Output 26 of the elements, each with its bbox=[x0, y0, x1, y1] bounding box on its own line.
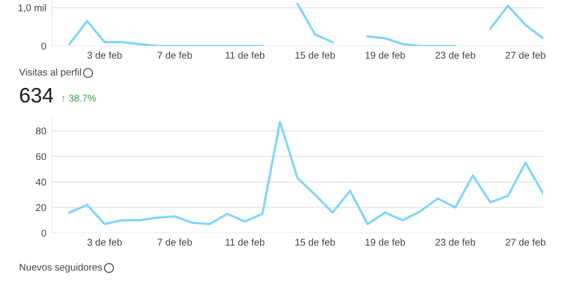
chart-subtitle: 634 bbox=[20, 88, 54, 103]
x-tick-label: 23 de feb bbox=[436, 52, 476, 59]
text: Nuevos seguidores bbox=[20, 263, 102, 273]
x-tick-label: 3 de feb bbox=[87, 52, 122, 59]
x-tick-label: 11 de feb bbox=[226, 52, 264, 59]
y-tick-label: 1,0 mil bbox=[18, 4, 46, 12]
x-tick-label: 19 de feb bbox=[366, 52, 406, 59]
y-tick-label: 60 bbox=[36, 153, 46, 160]
x-tick-label: 15 de feb bbox=[296, 52, 335, 59]
x-tick-label: 19 de feb bbox=[366, 238, 406, 246]
chart-title: Visitas al perfil bbox=[19, 68, 81, 78]
y-tick-label: 80 bbox=[36, 128, 46, 134]
x-tick-label: 11 de feb bbox=[226, 238, 264, 246]
x-tick-label: 7 de feb bbox=[158, 52, 192, 59]
x-tick-label: 23 de feb bbox=[436, 238, 476, 246]
y-tick-label: 20 bbox=[36, 204, 46, 212]
x-tick-label: 15 de feb bbox=[296, 238, 335, 246]
line-series bbox=[68, 120, 543, 226]
x-tick-label: 7 de feb bbox=[158, 238, 192, 246]
y-tick-label: 40 bbox=[36, 178, 46, 186]
y-tick-label: 0 bbox=[41, 42, 46, 50]
text: ↑ 38.7% bbox=[62, 94, 96, 102]
y-tick-label: 0 bbox=[41, 230, 46, 237]
x-tick-label: 3 de feb bbox=[87, 238, 122, 246]
x-tick-label: 27 de feb bbox=[506, 52, 546, 59]
x-tick-label: 27 de feb bbox=[506, 238, 546, 246]
